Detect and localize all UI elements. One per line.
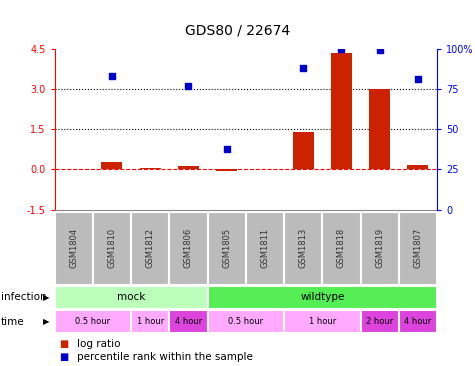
Bar bbox=[170, 212, 208, 285]
Point bbox=[414, 76, 422, 82]
Bar bbox=[293, 132, 314, 169]
Bar bbox=[399, 212, 437, 285]
Text: log ratio: log ratio bbox=[77, 339, 121, 348]
Text: wildtype: wildtype bbox=[300, 292, 344, 302]
Point bbox=[185, 83, 192, 89]
Bar bbox=[102, 162, 123, 169]
Text: GSM1812: GSM1812 bbox=[146, 228, 155, 268]
Bar bbox=[216, 169, 237, 171]
Bar bbox=[369, 89, 390, 169]
Text: percentile rank within the sample: percentile rank within the sample bbox=[77, 352, 253, 362]
Text: 0.5 hour: 0.5 hour bbox=[228, 317, 263, 326]
Text: GSM1818: GSM1818 bbox=[337, 228, 346, 268]
Point bbox=[376, 47, 383, 53]
Text: ▶: ▶ bbox=[43, 317, 50, 326]
Bar bbox=[208, 310, 284, 333]
Text: GSM1819: GSM1819 bbox=[375, 228, 384, 268]
Text: ■: ■ bbox=[59, 339, 68, 348]
Point bbox=[223, 146, 230, 152]
Bar bbox=[284, 310, 361, 333]
Text: GSM1805: GSM1805 bbox=[222, 228, 231, 268]
Text: ▶: ▶ bbox=[43, 293, 50, 302]
Bar bbox=[93, 212, 131, 285]
Bar bbox=[399, 310, 437, 333]
Text: GSM1807: GSM1807 bbox=[413, 228, 422, 268]
Bar bbox=[284, 212, 323, 285]
Bar bbox=[246, 212, 284, 285]
Text: 4 hour: 4 hour bbox=[404, 317, 431, 326]
Bar bbox=[170, 310, 208, 333]
Text: 1 hour: 1 hour bbox=[137, 317, 164, 326]
Text: ■: ■ bbox=[59, 352, 68, 362]
Text: GDS80 / 22674: GDS80 / 22674 bbox=[185, 24, 290, 38]
Text: GSM1806: GSM1806 bbox=[184, 228, 193, 268]
Bar bbox=[361, 310, 399, 333]
Bar bbox=[408, 165, 428, 169]
Text: GSM1813: GSM1813 bbox=[299, 228, 308, 268]
Text: time: time bbox=[1, 317, 25, 326]
Bar bbox=[140, 168, 161, 169]
Bar bbox=[208, 212, 246, 285]
Point bbox=[338, 46, 345, 52]
Text: 0.5 hour: 0.5 hour bbox=[76, 317, 110, 326]
Bar bbox=[361, 212, 399, 285]
Bar bbox=[331, 53, 352, 169]
Bar bbox=[55, 286, 208, 309]
Bar bbox=[131, 212, 170, 285]
Bar bbox=[131, 310, 170, 333]
Bar bbox=[178, 166, 199, 169]
Bar bbox=[208, 286, 437, 309]
Text: GSM1811: GSM1811 bbox=[260, 228, 269, 268]
Bar bbox=[55, 212, 93, 285]
Text: infection: infection bbox=[1, 292, 47, 302]
Point bbox=[299, 65, 307, 71]
Text: mock: mock bbox=[117, 292, 145, 302]
Text: 4 hour: 4 hour bbox=[175, 317, 202, 326]
Text: 2 hour: 2 hour bbox=[366, 317, 393, 326]
Text: GSM1810: GSM1810 bbox=[107, 228, 116, 268]
Bar bbox=[55, 310, 131, 333]
Point bbox=[108, 73, 116, 79]
Text: 1 hour: 1 hour bbox=[309, 317, 336, 326]
Text: GSM1804: GSM1804 bbox=[69, 228, 78, 268]
Bar bbox=[322, 212, 361, 285]
